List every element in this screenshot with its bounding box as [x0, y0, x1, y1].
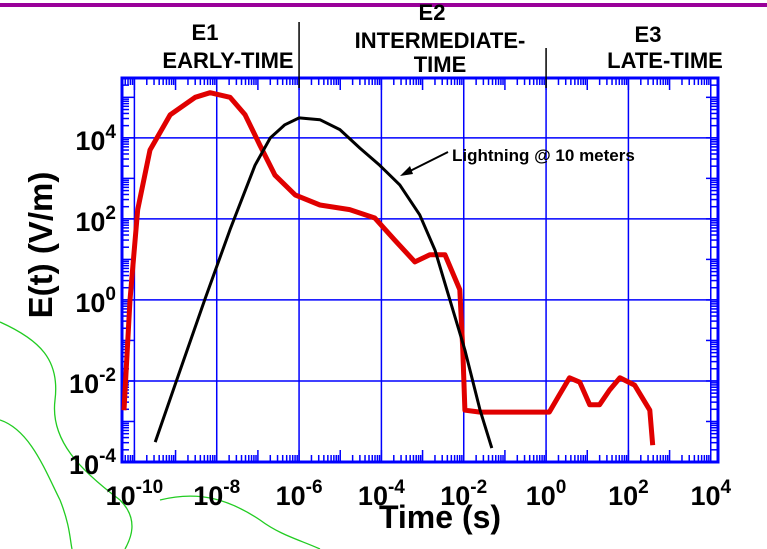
tick-exponent: 2 [105, 203, 116, 224]
tick-base: 10 [358, 481, 388, 511]
series-line [121, 90, 656, 446]
x-axis-label: Time (s) [379, 499, 501, 535]
tick-base: 10 [75, 126, 105, 156]
tick-label: 10-4 [358, 477, 405, 511]
tick-exponent: -2 [470, 477, 487, 498]
tick-label: 10-2 [440, 477, 487, 511]
region-label: E2 [419, 0, 446, 25]
tick-label: 10-8 [193, 477, 240, 511]
y-axis-label: E(t) (V/m) [22, 172, 59, 319]
tick-exponent: -4 [388, 477, 405, 498]
series-line [153, 116, 494, 449]
decoration [0, 321, 321, 549]
region-sublabel: TIME [414, 52, 467, 77]
tick-base: 10 [526, 481, 556, 511]
region-label: E1 [192, 20, 219, 45]
tick-exponent: -6 [306, 477, 323, 498]
decor-curve [0, 419, 73, 549]
tick-label: 10-6 [276, 477, 323, 511]
tick-base: 10 [276, 481, 306, 511]
tick-base: 10 [106, 481, 136, 511]
region-sublabel: LATE-TIME [607, 48, 723, 73]
tick-label: 100 [75, 284, 116, 318]
plot-frame [120, 76, 720, 464]
tick-label: 102 [75, 203, 116, 237]
tick-exponent: -8 [223, 477, 240, 498]
region-sublabel: EARLY-TIME [162, 48, 293, 73]
decor-curve [0, 321, 133, 549]
decor-curve [159, 495, 321, 549]
tick-exponent: 4 [720, 477, 731, 498]
tick-base: 10 [69, 369, 99, 399]
tick-base: 10 [75, 207, 105, 237]
tick-label: 10-10 [106, 477, 164, 511]
tick-exponent: 2 [638, 477, 649, 498]
tick-label: 104 [75, 122, 116, 156]
annotation-arrowhead [400, 166, 413, 176]
tick-label: 100 [526, 477, 567, 511]
tick-base: 10 [440, 481, 470, 511]
tick-exponent: -10 [136, 477, 163, 498]
tick-label: 102 [608, 477, 649, 511]
tick-exponent: 4 [105, 122, 116, 143]
tick-exponent: -2 [99, 365, 116, 386]
tick-base: 10 [75, 288, 105, 318]
annotation-label: Lightning @ 10 meters [452, 146, 635, 165]
tick-base: 10 [690, 481, 720, 511]
region-label: E3 [635, 22, 662, 47]
tick-exponent: 0 [105, 284, 116, 305]
region-sublabel: INTERMEDIATE- [355, 28, 526, 53]
tick-label: 10-2 [69, 365, 116, 399]
tick-base: 10 [608, 481, 638, 511]
tick-base: 10 [69, 450, 99, 480]
tick-exponent: -4 [99, 446, 116, 467]
tick-exponent: 0 [556, 477, 567, 498]
tick-label: 10-4 [69, 446, 116, 480]
tick-label: 104 [690, 477, 731, 511]
tick-base: 10 [193, 481, 223, 511]
